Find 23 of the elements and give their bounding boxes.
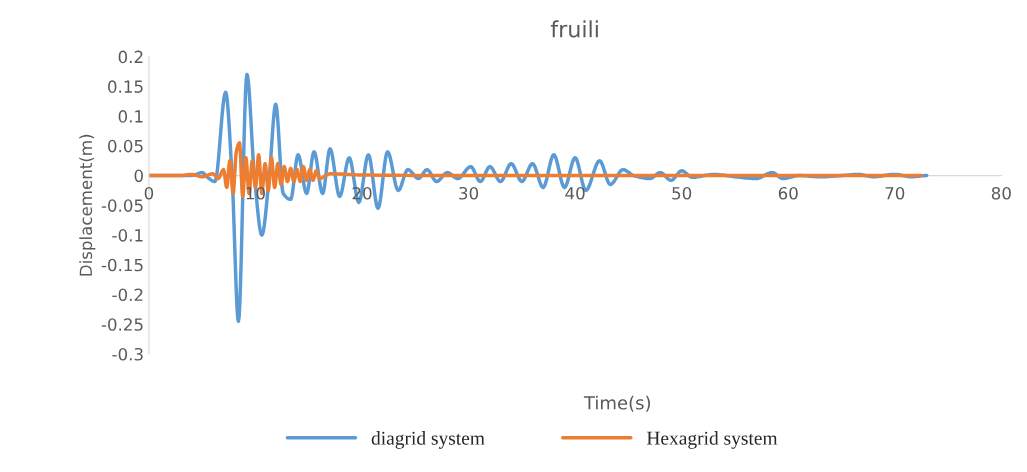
x-tick-label: 0 <box>144 186 154 200</box>
y-tick-label: 0.2 <box>118 50 143 64</box>
x-tick-label: 60 <box>778 186 798 200</box>
y-tick-label: -0.1 <box>112 229 143 242</box>
chart-title: fruili <box>550 20 598 38</box>
x-tick-label: 80 <box>991 186 1011 200</box>
y-axis-title: Displacement(m) <box>79 134 96 276</box>
y-tick-label: 0 <box>134 169 143 183</box>
x-tick-label: 70 <box>885 186 905 200</box>
y-tick-label: -0.2 <box>112 288 143 302</box>
legend-label: Hexagrid system <box>646 431 778 449</box>
x-axis-title: Time(s) <box>583 395 651 412</box>
y-tick-label: -0.15 <box>101 258 143 272</box>
legend-label: diagrid system <box>371 431 485 449</box>
y-tick-label: 0.1 <box>118 110 143 123</box>
x-tick-label: 50 <box>672 186 692 200</box>
x-tick-label: 40 <box>565 186 585 200</box>
y-tick-label: -0.3 <box>112 347 143 361</box>
y-tick-label: -0.05 <box>101 199 143 212</box>
x-tick-label: 30 <box>459 186 479 200</box>
y-tick-label: 0.05 <box>108 139 143 153</box>
y-tick-label: 0.15 <box>108 80 143 93</box>
y-tick-label: -0.25 <box>101 318 143 331</box>
